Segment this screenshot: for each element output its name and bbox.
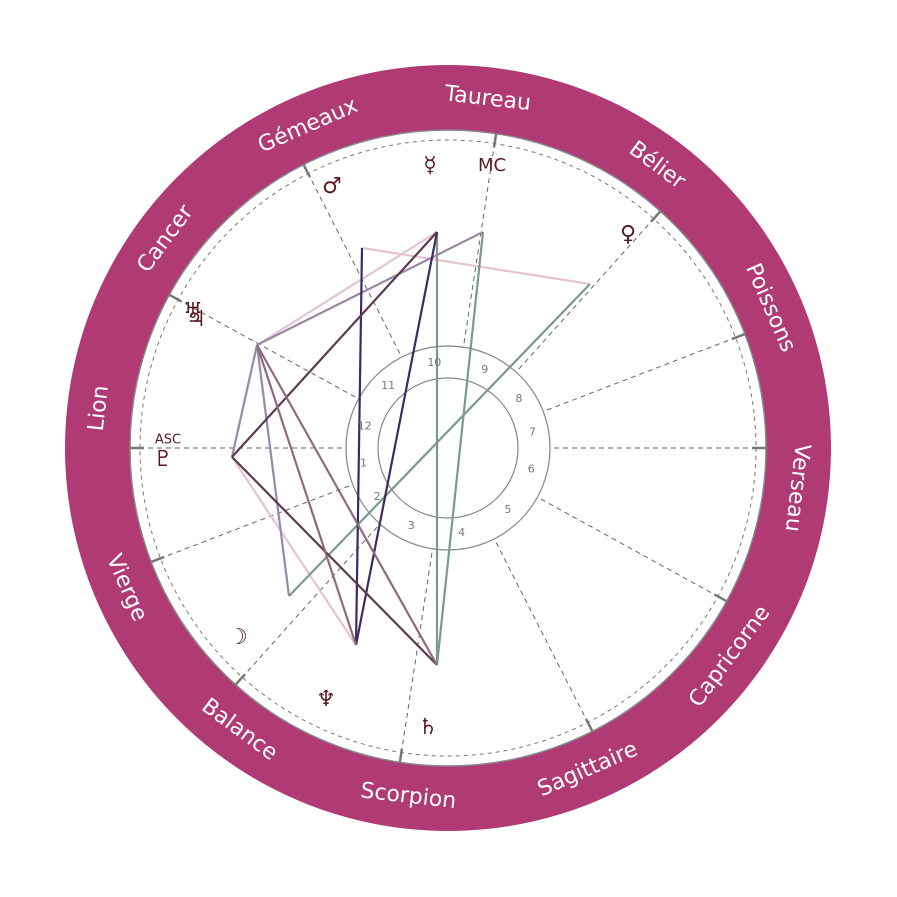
house-number: 12	[358, 420, 372, 433]
planet-symbol: ♀	[620, 222, 636, 247]
aspect-line	[256, 231, 484, 346]
cusp-tick	[492, 133, 498, 148]
aspect-line	[231, 456, 357, 646]
cusp-tick	[398, 748, 404, 763]
planet-symbol: ☽	[228, 625, 248, 650]
cusp-tick	[584, 718, 594, 732]
house-number: 8	[515, 392, 522, 405]
aspect-line	[354, 231, 439, 646]
asc-label: ASC	[155, 433, 181, 448]
aspect-line	[255, 344, 291, 597]
aspect-line	[288, 283, 591, 597]
planet-symbol: ♅	[183, 299, 203, 324]
house-number: 4	[458, 526, 465, 539]
aspect-line	[231, 231, 438, 458]
planet-symbol: ♄	[418, 715, 438, 740]
house-number: 6	[528, 462, 535, 475]
house-number: 7	[529, 425, 536, 438]
sign-label: Lion	[84, 384, 114, 432]
house-number: 3	[408, 519, 415, 532]
planet-symbol: ♇	[153, 447, 173, 472]
cusp-tick	[713, 593, 728, 603]
aspect-line	[231, 456, 438, 666]
aspect-line	[230, 344, 259, 458]
aspect-line	[435, 231, 485, 666]
cusp-tick	[650, 210, 662, 223]
planet-symbol: ☿	[423, 153, 437, 178]
house-number: 9	[481, 363, 488, 376]
aspect-line	[256, 344, 438, 666]
cusp-tick	[168, 293, 183, 303]
house-number: 11	[381, 379, 395, 392]
house-number: 1	[360, 457, 367, 470]
cusp-tick	[150, 555, 165, 564]
planet-symbol: ♃	[186, 307, 206, 332]
house-ring-inner	[377, 377, 519, 519]
house-number: 5	[504, 503, 511, 516]
aspect-lines	[230, 231, 591, 666]
cusp-tick	[731, 332, 746, 341]
planet-symbol: ♂	[322, 174, 342, 199]
planet-symbol: ♆	[316, 687, 336, 712]
aspect-line	[256, 231, 438, 346]
cusp-tick	[234, 673, 246, 686]
mc-label: MC	[478, 155, 506, 176]
house-number: 2	[374, 490, 381, 503]
aspect-line	[255, 344, 358, 646]
cusp-tick	[302, 164, 312, 178]
house-number: 10	[427, 356, 441, 369]
house-cusps	[130, 133, 766, 763]
